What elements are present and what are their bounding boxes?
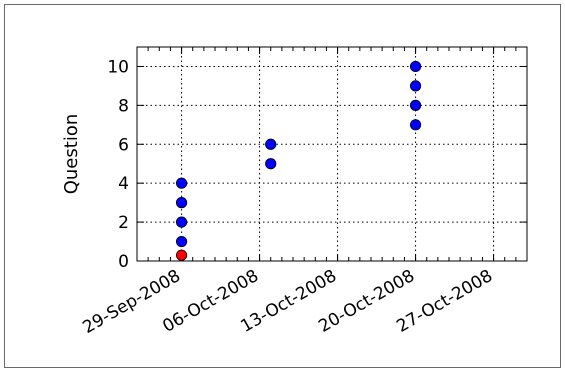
- data-point: [265, 138, 277, 150]
- y-tick-label: 4: [118, 174, 129, 194]
- data-point: [175, 235, 188, 248]
- data-point: [175, 197, 188, 209]
- data-points: [175, 60, 422, 261]
- data-point: [409, 80, 422, 92]
- y-axis-title: Question: [61, 114, 82, 195]
- data-point: [265, 158, 277, 170]
- y-tick-label: 2: [118, 213, 129, 233]
- y-tick-label: 0: [118, 252, 129, 272]
- y-tick-label: 6: [118, 135, 129, 155]
- data-point: [175, 177, 188, 189]
- data-point: [175, 249, 188, 261]
- plot-area: [136, 46, 528, 262]
- data-point: [175, 216, 188, 228]
- chart-frame: [4, 4, 561, 368]
- tick-labels: 024681029-Sep-200806-Oct-200813-Oct-2008…: [79, 57, 496, 337]
- y-tick-label: 8: [118, 96, 129, 116]
- y-tick-label: 10: [107, 57, 129, 77]
- data-point: [409, 60, 422, 73]
- data-point: [409, 99, 422, 111]
- axis-ticks: [136, 47, 528, 262]
- data-point: [409, 119, 422, 131]
- grid-lines: [137, 47, 527, 262]
